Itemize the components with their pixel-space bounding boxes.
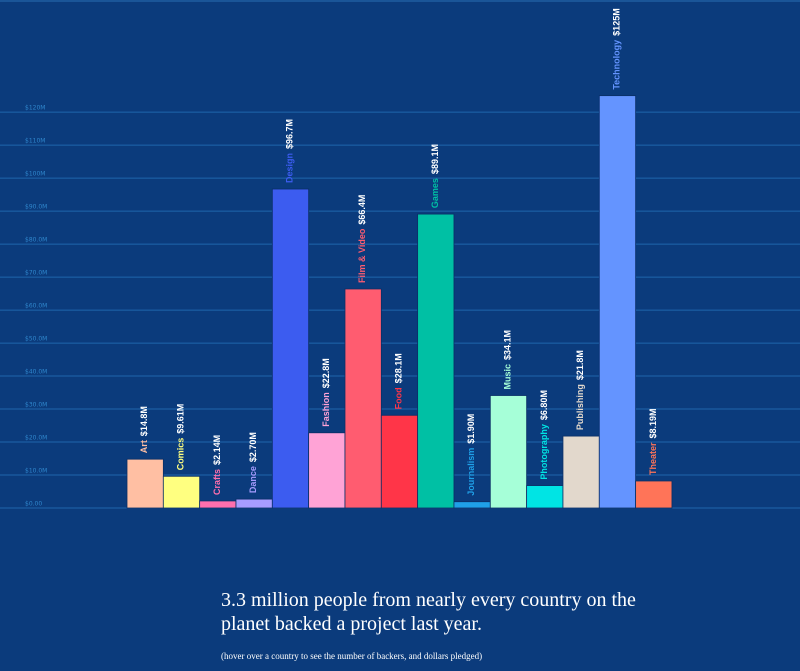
bar	[235, 498, 273, 509]
value-label: $14.8M	[140, 406, 150, 436]
value-label: $2.70M	[249, 432, 259, 462]
bar	[635, 480, 673, 509]
bar	[308, 432, 346, 509]
bar-label: Film & Video $66.4M	[358, 195, 368, 283]
bar	[271, 188, 310, 509]
bar	[526, 485, 564, 509]
bar-label: Theater $8.19M	[648, 408, 658, 475]
caption: 3.3 million people from nearly every cou…	[221, 589, 636, 635]
y-tick-label: $40.0M	[25, 369, 47, 376]
y-tick-label: $70.0M	[25, 270, 47, 277]
value-label: $96.7M	[285, 119, 295, 149]
category-label: Publishing	[576, 384, 586, 430]
y-tick-label: $80.0M	[25, 237, 47, 244]
bar-label: Journalism $1.90M	[467, 414, 477, 496]
y-tick-label: $60.0M	[25, 303, 47, 310]
category-label: Technology	[612, 40, 622, 90]
value-label: $2.14M	[212, 435, 222, 465]
value-label: $21.8M	[576, 350, 586, 380]
bar	[562, 435, 600, 509]
y-tick-label: $10.0M	[25, 468, 47, 475]
bar-label: Technology $125M	[612, 8, 622, 89]
bar-label: Games $89.1M	[430, 144, 440, 208]
category-label: Crafts	[212, 469, 222, 495]
y-tick-label: $100M	[25, 171, 45, 178]
category-label: Fashion	[321, 392, 331, 427]
value-label: $28.1M	[394, 353, 404, 383]
category-label: Theater	[648, 442, 658, 475]
note: (hover over a country to see the number …	[221, 651, 483, 661]
y-tick-label: $90.0M	[25, 204, 47, 211]
category-label: Photography	[539, 424, 549, 480]
value-label: $9.61M	[176, 404, 186, 434]
value-label: $89.1M	[430, 144, 440, 174]
y-tick-label: $20.0M	[25, 435, 47, 442]
bar	[380, 414, 419, 509]
bar-label: Crafts $2.14M	[212, 435, 222, 495]
value-label: $125M	[612, 8, 622, 36]
bar	[344, 288, 382, 509]
category-label: Music	[503, 364, 513, 390]
value-label: $6.80M	[539, 390, 549, 420]
bar	[126, 458, 164, 509]
bar-label: Food $28.1M	[394, 353, 404, 409]
value-label: $8.19M	[648, 408, 658, 438]
bar	[453, 501, 491, 509]
value-label: $66.4M	[358, 195, 368, 225]
value-label: $34.1M	[503, 330, 513, 360]
bar-label: Design $96.7M	[285, 119, 295, 183]
bar-label: Fashion $22.8M	[321, 358, 331, 427]
bar-label: Art $14.8M	[140, 406, 150, 453]
y-tick-label: $110M	[25, 138, 45, 145]
category-label: Film & Video	[358, 228, 368, 283]
bar	[598, 95, 637, 509]
bar	[162, 475, 201, 509]
category-label: Comics	[176, 438, 186, 471]
y-tick-label: $120M	[25, 105, 45, 112]
bar-label: Comics $9.61M	[176, 404, 186, 471]
category-label: Journalism	[467, 448, 477, 496]
value-label: $1.90M	[467, 414, 477, 444]
bar-label: Publishing $21.8M	[576, 350, 586, 430]
category-label: Games	[430, 178, 440, 208]
category-label: Art	[140, 440, 150, 453]
bar	[199, 500, 237, 509]
bar	[489, 395, 528, 509]
category-label: Dance	[249, 466, 259, 493]
category-label: Design	[285, 153, 295, 183]
bar-label: Dance $2.70M	[249, 432, 259, 493]
y-tick-label: $30.0M	[25, 402, 47, 409]
value-label: $22.8M	[321, 358, 331, 388]
bar-label: Music $34.1M	[503, 330, 513, 390]
category-label: Food	[394, 387, 404, 409]
y-tick-label: $50.0M	[25, 336, 47, 343]
bar	[417, 213, 455, 509]
bar-label: Photography $6.80M	[539, 390, 549, 480]
y-tick-label: $0.00	[25, 501, 42, 508]
